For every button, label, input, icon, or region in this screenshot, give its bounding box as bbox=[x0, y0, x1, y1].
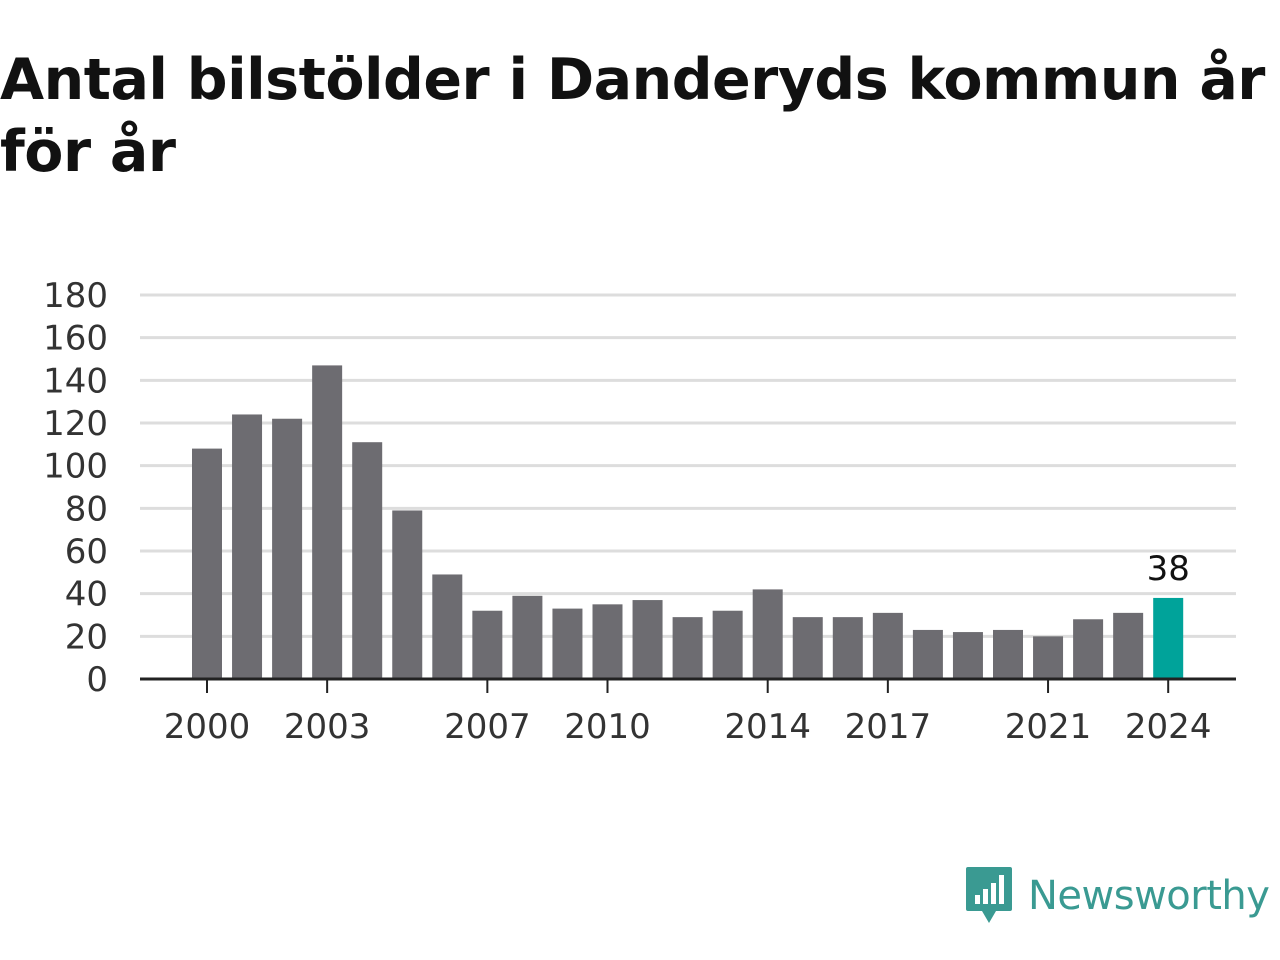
newsworthy-logo-icon bbox=[966, 867, 1012, 923]
bar bbox=[1033, 636, 1064, 679]
x-tick-label: 2017 bbox=[845, 707, 932, 747]
y-tick-label: 20 bbox=[65, 617, 108, 657]
y-tick-label: 80 bbox=[65, 489, 108, 529]
brand-name: Newsworthy bbox=[1028, 873, 1270, 919]
bar bbox=[712, 610, 743, 679]
bar bbox=[1073, 619, 1104, 679]
bar bbox=[993, 629, 1023, 679]
bar bbox=[1153, 597, 1184, 679]
x-tick-label: 2014 bbox=[724, 707, 811, 747]
bar bbox=[792, 617, 823, 679]
x-tick-label: 2021 bbox=[1005, 707, 1092, 747]
bar bbox=[832, 617, 863, 679]
bar bbox=[392, 510, 423, 679]
y-tick-label: 120 bbox=[43, 404, 108, 444]
x-tick-label: 2003 bbox=[284, 707, 371, 747]
bar bbox=[752, 589, 783, 679]
y-tick-label: 160 bbox=[43, 319, 108, 359]
newsworthy-logo: Newsworthy bbox=[964, 864, 1270, 928]
y-tick-label: 40 bbox=[65, 575, 108, 615]
data-label: 38 bbox=[1147, 549, 1190, 589]
bar bbox=[272, 418, 303, 679]
y-tick-label: 0 bbox=[86, 660, 108, 700]
bar bbox=[432, 574, 463, 679]
bar bbox=[1113, 612, 1144, 679]
bar bbox=[632, 600, 663, 679]
bar bbox=[352, 442, 383, 679]
bar bbox=[472, 610, 503, 679]
y-tick-label: 60 bbox=[65, 532, 108, 572]
y-tick-label: 180 bbox=[43, 276, 108, 316]
bar bbox=[512, 595, 543, 679]
y-tick-label: 100 bbox=[43, 447, 108, 487]
chart-title: Antal bilstölder i Danderyds kommun år f… bbox=[0, 47, 1265, 185]
bar bbox=[592, 604, 623, 679]
bar bbox=[232, 414, 263, 679]
x-tick-label: 2007 bbox=[444, 707, 531, 747]
bar bbox=[912, 629, 943, 679]
x-tick-label: 2000 bbox=[164, 707, 251, 747]
x-tick-label: 2010 bbox=[564, 707, 651, 747]
y-tick-label: 140 bbox=[43, 361, 108, 401]
bar bbox=[312, 365, 343, 679]
x-tick-label: 2024 bbox=[1125, 707, 1212, 747]
bar bbox=[872, 612, 903, 679]
bar bbox=[672, 617, 703, 679]
bar bbox=[192, 448, 222, 679]
bar bbox=[552, 608, 583, 679]
bar bbox=[952, 632, 983, 679]
